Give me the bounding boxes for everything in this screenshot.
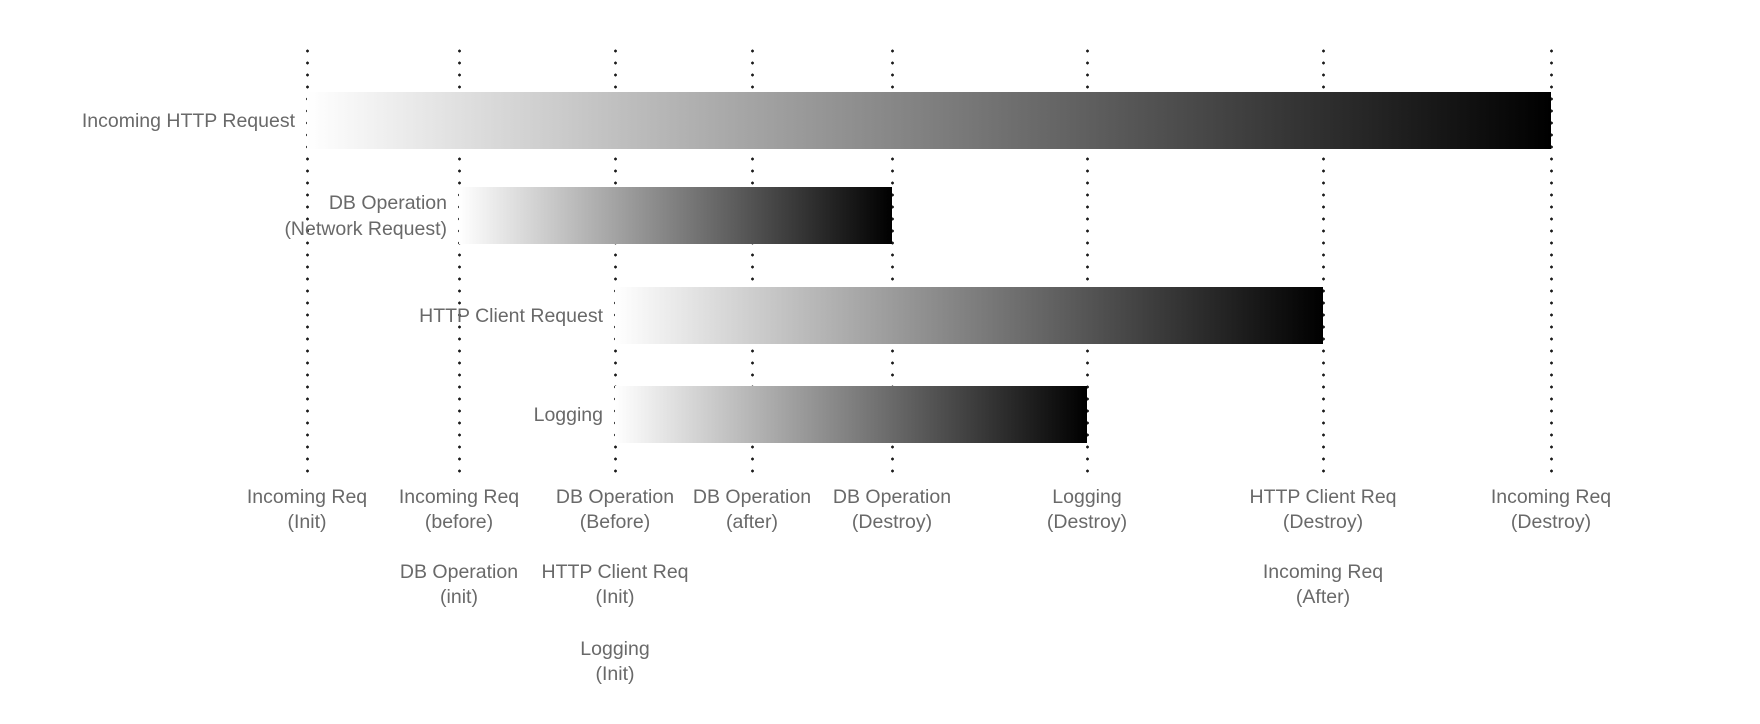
marker-label-text: DB Operation — [555, 486, 675, 508]
span-bar-http-client-request — [615, 287, 1323, 344]
span-label-logging: Logging — [534, 402, 603, 428]
marker-label-text: DB Operation — [692, 486, 812, 508]
marker-label-text: (after) — [725, 511, 778, 533]
span-label-db-operation: DB Operation (Network Request) — [284, 190, 447, 242]
marker-label-logging-destroy: Logging (Destroy) — [972, 485, 1202, 535]
marker-label-incoming-req-init: Incoming Req (Init) — [192, 485, 422, 535]
marker-label-text: (Init) — [595, 586, 635, 608]
marker-label-db-operation-destroy: DB Operation (Destroy) — [777, 485, 1007, 535]
marker-label-text: (Before) — [579, 511, 651, 533]
marker-label-db-operation-before: DB Operation (Before) — [500, 485, 730, 535]
marker-label-incoming-req-destroy: Incoming Req (Destroy) — [1436, 485, 1666, 535]
marker-label-db-operation-before-row2: HTTP Client Req (Init) — [500, 560, 730, 610]
marker-label-http-client-req-destroy-row2: Incoming Req (After) — [1208, 560, 1438, 610]
marker-label-text: DB Operation — [832, 486, 952, 508]
marker-label-text: (After) — [1295, 586, 1351, 608]
marker-label-text: HTTP Client Req — [541, 561, 689, 583]
marker-label-text: Logging — [1052, 486, 1122, 508]
marker-label-text: HTTP Client Req — [1249, 486, 1397, 508]
marker-label-db-operation-after: DB Operation (after) — [637, 485, 867, 535]
span-bar-logging — [615, 386, 1087, 443]
marker-label-text: (Destroy) — [1510, 511, 1592, 533]
marker-label-text: Incoming Req — [1490, 486, 1612, 508]
marker-label-text: DB Operation — [399, 561, 519, 583]
span-label-text: Logging — [533, 403, 603, 426]
span-bar-incoming-http-request — [307, 92, 1551, 149]
marker-label-incoming-req-before-row2: DB Operation (init) — [344, 560, 574, 610]
span-label-text: (Network Request) — [284, 217, 447, 240]
timeline-marker-line-http-client-req-destroy — [1321, 45, 1325, 478]
timeline-marker-line-logging-destroy — [1085, 45, 1089, 478]
marker-label-text: (init) — [440, 586, 478, 608]
timeline-marker-line-db-operation-before — [613, 45, 617, 478]
timeline-marker-line-db-operation-after — [750, 45, 754, 478]
timeline-marker-line-db-operation-destroy — [890, 45, 894, 478]
timeline-marker-line-incoming-req-destroy — [1549, 45, 1553, 478]
timeline-marker-line-incoming-req-init — [305, 45, 309, 478]
marker-label-text: Logging — [580, 638, 650, 660]
timeline-marker-line-incoming-req-before — [457, 45, 461, 478]
span-label-text: Incoming HTTP Request — [81, 109, 295, 132]
marker-label-incoming-req-before: Incoming Req (before) — [344, 485, 574, 535]
marker-label-text: (Init) — [287, 511, 327, 533]
span-label-text: DB Operation — [328, 191, 447, 214]
marker-label-text: Incoming Req — [398, 486, 520, 508]
marker-label-text: Incoming Req — [246, 486, 368, 508]
span-label-incoming-http-request: Incoming HTTP Request — [82, 108, 295, 134]
marker-label-db-operation-before-row3: Logging (Init) — [500, 637, 730, 687]
span-label-http-client-request: HTTP Client Request — [419, 303, 603, 329]
marker-label-text: (Init) — [595, 663, 635, 685]
marker-label-text: (Destroy) — [1046, 511, 1128, 533]
marker-label-http-client-req-destroy: HTTP Client Req (Destroy) — [1208, 485, 1438, 535]
marker-label-text: Incoming Req — [1262, 561, 1384, 583]
marker-label-text: (Destroy) — [1282, 511, 1364, 533]
marker-label-text: (before) — [424, 511, 494, 533]
span-label-text: HTTP Client Request — [419, 304, 603, 327]
span-bar-db-operation — [459, 187, 892, 244]
marker-label-text: (Destroy) — [851, 511, 933, 533]
